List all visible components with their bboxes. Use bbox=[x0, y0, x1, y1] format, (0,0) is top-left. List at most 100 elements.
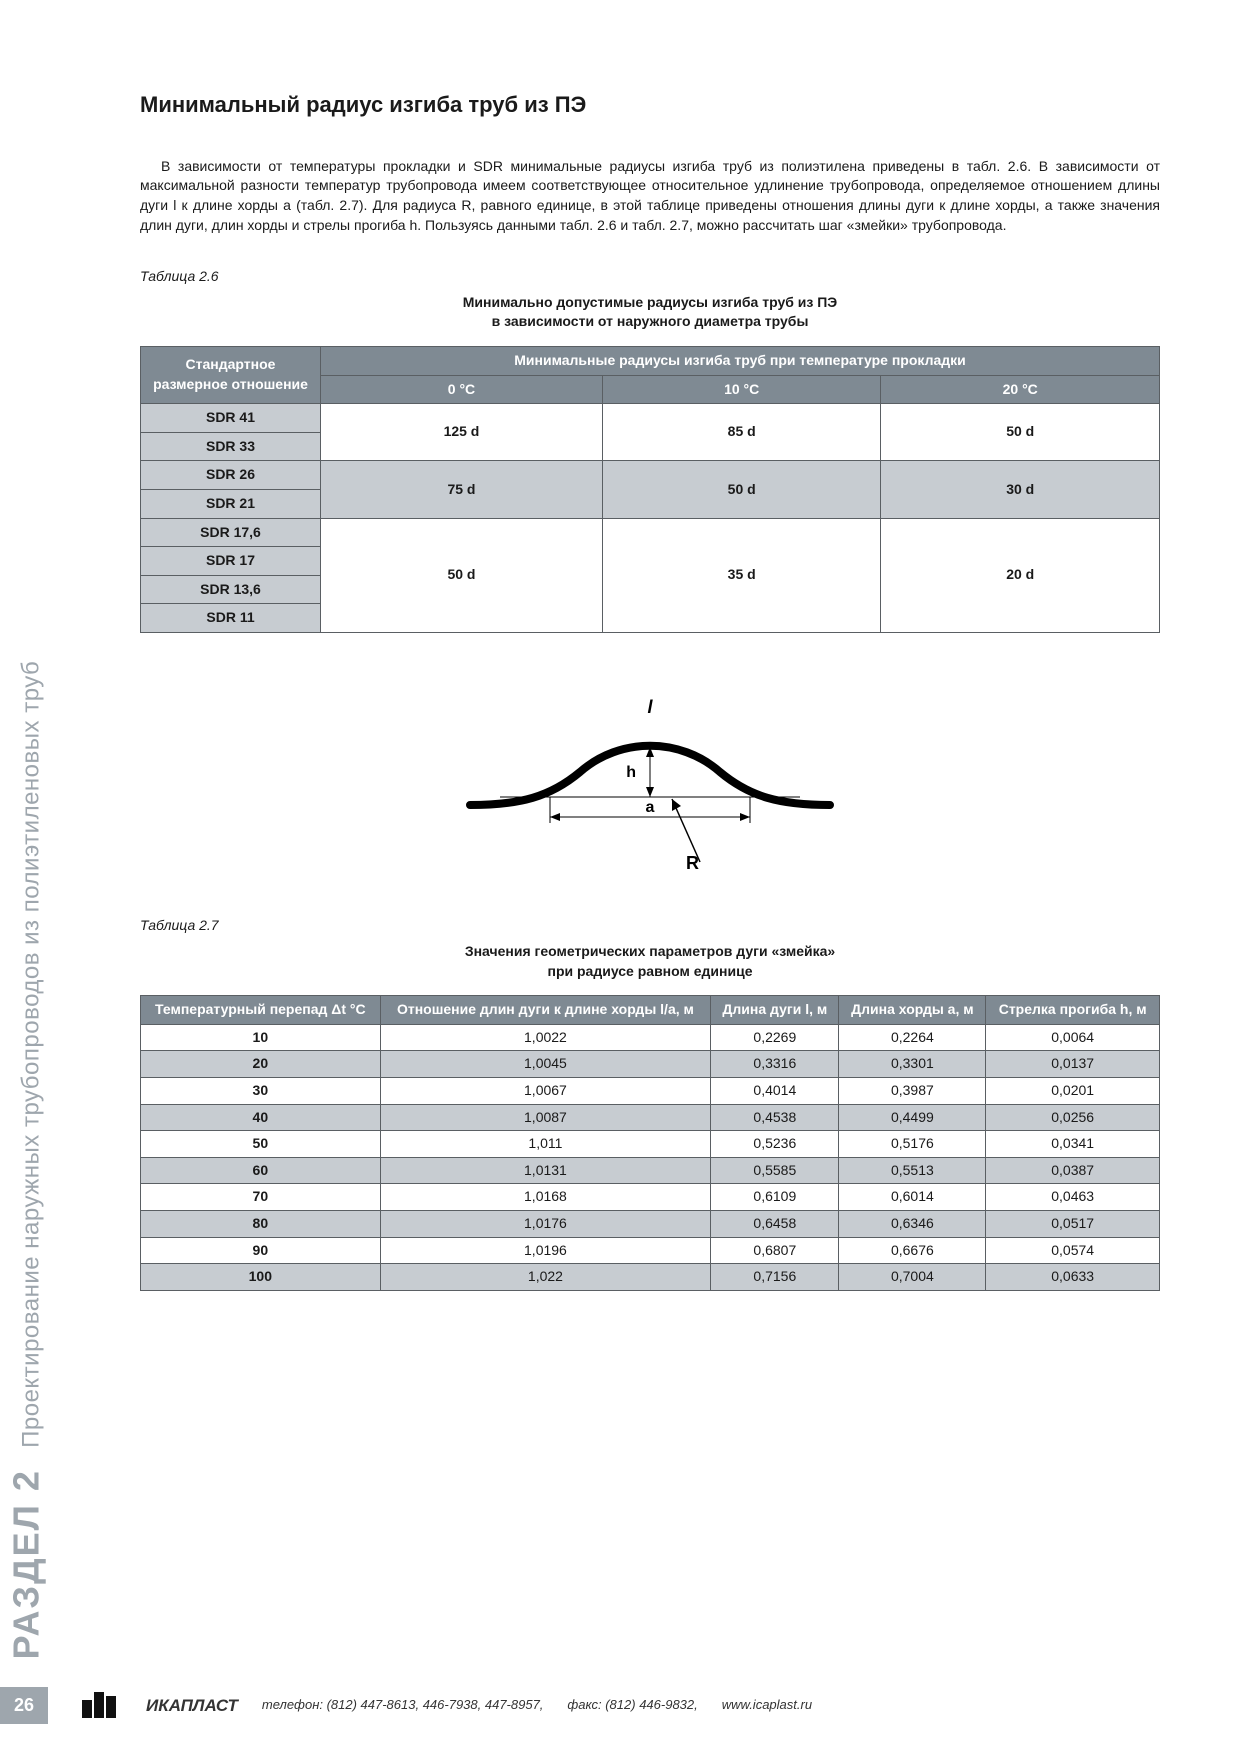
t27-cell: 0,2269 bbox=[711, 1024, 839, 1051]
t27-cell: 1,0176 bbox=[380, 1211, 711, 1238]
diagram-label-a: a bbox=[646, 799, 655, 816]
t27-cell: 0,6109 bbox=[711, 1184, 839, 1211]
t26-cell: 85 d bbox=[602, 404, 881, 461]
t27-cell: 1,0168 bbox=[380, 1184, 711, 1211]
t27-cell: 80 bbox=[141, 1211, 381, 1238]
t27-cell: 1,0131 bbox=[380, 1157, 711, 1184]
t27-cell: 70 bbox=[141, 1184, 381, 1211]
t27-cell: 60 bbox=[141, 1157, 381, 1184]
table-27: Температурный перепад Δt °CОтношение дли… bbox=[140, 995, 1160, 1291]
t27-cell: 0,3316 bbox=[711, 1051, 839, 1078]
t26-col-head: 20 °C bbox=[881, 375, 1160, 404]
brand-name: ИКАПЛАСТ bbox=[146, 1694, 238, 1718]
page-title: Минимальный радиус изгиба труб из ПЭ bbox=[140, 90, 1160, 121]
t27-cell: 0,7004 bbox=[839, 1264, 986, 1291]
t26-cell: 75 d bbox=[321, 461, 603, 518]
side-section-text: Проектирование наружных трубопроводов из… bbox=[18, 660, 45, 1447]
t27-cell: 0,0517 bbox=[986, 1211, 1160, 1238]
side-section-number: РАЗДЕЛ 2 bbox=[6, 1469, 47, 1659]
footer-fax: факс: (812) 446-9832, bbox=[567, 1696, 697, 1714]
t26-cell: 50 d bbox=[881, 404, 1160, 461]
diagram-label-h: h bbox=[626, 764, 636, 781]
t26-cell: 35 d bbox=[602, 518, 881, 632]
t26-row-label: SDR 17,6 bbox=[141, 518, 321, 547]
t27-cell: 1,0067 bbox=[380, 1078, 711, 1105]
t27-col-head: Отношение длин дуги к длине хорды l/a, м bbox=[380, 996, 711, 1025]
t27-cell: 1,0045 bbox=[380, 1051, 711, 1078]
t26-col-head: 0 °C bbox=[321, 375, 603, 404]
t27-cell: 0,5585 bbox=[711, 1157, 839, 1184]
t27-cell: 0,0341 bbox=[986, 1131, 1160, 1158]
t27-cell: 0,4538 bbox=[711, 1104, 839, 1131]
t26-col-head: 10 °C bbox=[602, 375, 881, 404]
t26-cell: 50 d bbox=[321, 518, 603, 632]
t27-cell: 0,5176 bbox=[839, 1131, 986, 1158]
t27-cell: 0,4499 bbox=[839, 1104, 986, 1131]
page-footer: 26 ИКАПЛАСТ телефон: (812) 447-8613, 446… bbox=[0, 1687, 1240, 1724]
t27-cell: 0,6807 bbox=[711, 1237, 839, 1264]
t27-col-head: Температурный перепад Δt °C bbox=[141, 996, 381, 1025]
t27-cell: 0,0633 bbox=[986, 1264, 1160, 1291]
t27-cell: 0,3301 bbox=[839, 1051, 986, 1078]
t26-row-label: SDR 13,6 bbox=[141, 575, 321, 604]
t27-cell: 1,0022 bbox=[380, 1024, 711, 1051]
t26-corner: Стандартное размерное отношение bbox=[141, 346, 321, 403]
diagram-label-r: R bbox=[686, 853, 699, 873]
t27-cell: 40 bbox=[141, 1104, 381, 1131]
t27-cell: 20 bbox=[141, 1051, 381, 1078]
t26-row-label: SDR 21 bbox=[141, 489, 321, 518]
t26-row-label: SDR 41 bbox=[141, 404, 321, 433]
t27-cell: 1,011 bbox=[380, 1131, 711, 1158]
t27-cell: 0,5513 bbox=[839, 1157, 986, 1184]
t26-cell: 30 d bbox=[881, 461, 1160, 518]
side-section-label: РАЗДЕЛ 2 Проектирование наружных трубопр… bbox=[2, 660, 52, 1659]
t27-cell: 90 bbox=[141, 1237, 381, 1264]
t27-cell: 100 bbox=[141, 1264, 381, 1291]
t26-row-label: SDR 11 bbox=[141, 604, 321, 633]
t27-cell: 0,0064 bbox=[986, 1024, 1160, 1051]
t27-cell: 0,0463 bbox=[986, 1184, 1160, 1211]
t27-cell: 0,7156 bbox=[711, 1264, 839, 1291]
t27-cell: 0,5236 bbox=[711, 1131, 839, 1158]
t27-col-head: Длина хорды a, м bbox=[839, 996, 986, 1025]
t26-row-label: SDR 26 bbox=[141, 461, 321, 490]
table27-title: Значения геометрических параметров дуги … bbox=[140, 942, 1160, 981]
t26-cell: 20 d bbox=[881, 518, 1160, 632]
t26-row-label: SDR 17 bbox=[141, 547, 321, 576]
t27-cell: 0,6014 bbox=[839, 1184, 986, 1211]
brand-logo-icon bbox=[82, 1692, 116, 1718]
t27-cell: 10 bbox=[141, 1024, 381, 1051]
table-26: Стандартное размерное отношение Минималь… bbox=[140, 346, 1160, 633]
t27-cell: 1,0196 bbox=[380, 1237, 711, 1264]
t27-cell: 0,0256 bbox=[986, 1104, 1160, 1131]
t27-col-head: Длина дуги l, м bbox=[711, 996, 839, 1025]
t27-cell: 0,6458 bbox=[711, 1211, 839, 1238]
table26-title: Минимально допустимые радиусы изгиба тру… bbox=[140, 293, 1160, 332]
t26-spanhead: Минимальные радиусы изгиба труб при темп… bbox=[321, 346, 1160, 375]
t27-cell: 1,0087 bbox=[380, 1104, 711, 1131]
page-number: 26 bbox=[0, 1687, 48, 1724]
t27-cell: 0,3987 bbox=[839, 1078, 986, 1105]
intro-paragraph: В зависимости от температуры прокладки и… bbox=[140, 157, 1160, 235]
footer-tel: телефон: (812) 447-8613, 446-7938, 447-8… bbox=[262, 1696, 544, 1714]
table26-label: Таблица 2.6 bbox=[140, 267, 1160, 287]
t27-cell: 0,6346 bbox=[839, 1211, 986, 1238]
arc-diagram: a h l R bbox=[140, 667, 1160, 883]
t27-col-head: Стрелка прогиба h, м bbox=[986, 996, 1160, 1025]
arc-diagram-svg: a h l R bbox=[440, 667, 860, 877]
t27-cell: 0,0387 bbox=[986, 1157, 1160, 1184]
table27-label: Таблица 2.7 bbox=[140, 916, 1160, 936]
t27-cell: 0,0574 bbox=[986, 1237, 1160, 1264]
footer-url: www.icaplast.ru bbox=[722, 1696, 812, 1714]
t27-cell: 30 bbox=[141, 1078, 381, 1105]
t27-cell: 0,2264 bbox=[839, 1024, 986, 1051]
t27-cell: 1,022 bbox=[380, 1264, 711, 1291]
t26-row-label: SDR 33 bbox=[141, 432, 321, 461]
t27-cell: 0,0137 bbox=[986, 1051, 1160, 1078]
t26-cell: 125 d bbox=[321, 404, 603, 461]
t27-cell: 0,0201 bbox=[986, 1078, 1160, 1105]
t27-cell: 50 bbox=[141, 1131, 381, 1158]
t27-cell: 0,4014 bbox=[711, 1078, 839, 1105]
t27-cell: 0,6676 bbox=[839, 1237, 986, 1264]
t26-cell: 50 d bbox=[602, 461, 881, 518]
